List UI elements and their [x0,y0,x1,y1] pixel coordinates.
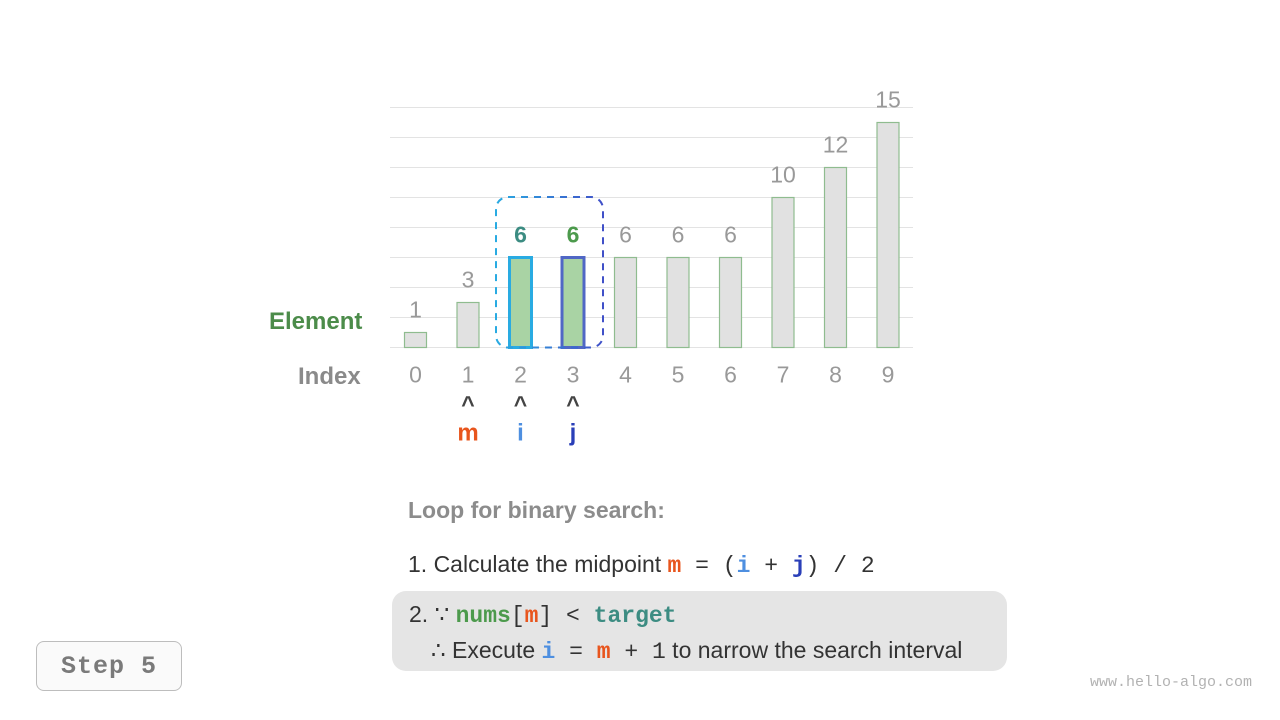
svg-text:4: 4 [619,362,632,388]
svg-text:j: j [569,420,577,447]
svg-text:8: 8 [829,362,842,388]
svg-text:6: 6 [567,222,580,248]
svg-text:m: m [457,420,478,447]
svg-text:6: 6 [619,222,632,248]
svg-text:3: 3 [462,267,475,293]
svg-text:12: 12 [823,132,849,158]
svg-text:7: 7 [777,362,790,388]
svg-text:2: 2 [514,362,527,388]
svg-text:6: 6 [724,362,737,388]
svg-text:10: 10 [770,162,796,188]
svg-text:^: ^ [461,392,474,418]
svg-text:6: 6 [514,222,527,248]
svg-text:5: 5 [672,362,685,388]
svg-text:15: 15 [875,87,901,113]
svg-text:6: 6 [672,222,685,248]
svg-text:6: 6 [724,222,737,248]
svg-text:1: 1 [409,297,422,323]
svg-text:3: 3 [567,362,580,388]
svg-text:9: 9 [882,362,895,388]
svg-text:i: i [517,420,524,447]
svg-text:0: 0 [409,362,422,388]
svg-text:^: ^ [566,392,579,418]
svg-text:^: ^ [514,392,527,418]
svg-text:1: 1 [462,362,475,388]
